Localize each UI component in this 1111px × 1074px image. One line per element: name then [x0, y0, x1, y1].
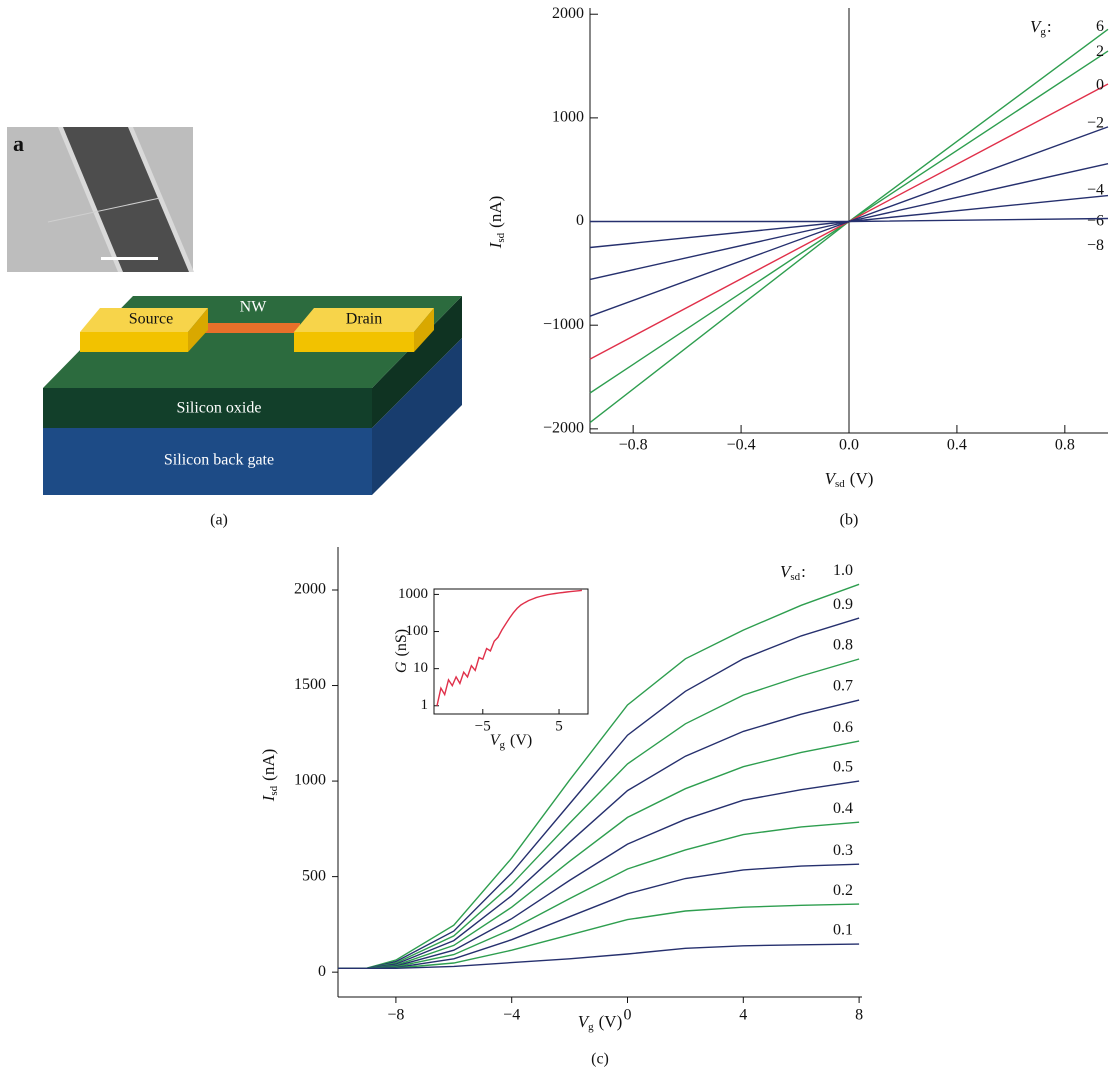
- y-axis-label: Isd(nA): [259, 749, 280, 803]
- series-label: 2: [1096, 43, 1104, 60]
- series-label: 0.2: [833, 882, 853, 899]
- y-tick-label: 500: [302, 867, 326, 884]
- series-label: 0.4: [833, 800, 853, 817]
- series-label: 1.0: [833, 562, 853, 579]
- x-tick-label: 5: [555, 718, 563, 734]
- x-tick-label: 0.0: [839, 437, 859, 454]
- label-unit: (V): [510, 732, 532, 749]
- y-tick-label: 1000: [552, 109, 584, 126]
- gate-label: Silicon back gate: [164, 452, 274, 469]
- caption: (a): [210, 512, 228, 529]
- x-tick-label: 8: [855, 1007, 863, 1024]
- oxide-label: Silicon oxide: [177, 400, 262, 417]
- plot-frame: [434, 589, 588, 714]
- y-tick-label: −2000: [543, 420, 584, 437]
- y-tick-label: −1000: [543, 316, 584, 333]
- x-tick-label: −8: [387, 1007, 404, 1024]
- x-axis-label: Vsd(V): [825, 469, 874, 490]
- series-label: 0.3: [833, 842, 853, 859]
- series-label: −6: [1087, 212, 1104, 229]
- drain-front: [294, 332, 414, 352]
- y-tick-label: 1000: [398, 586, 428, 602]
- nw-label: NW: [240, 299, 268, 316]
- sem-photo: a: [7, 127, 194, 272]
- scale-bar: [101, 257, 158, 260]
- x-tick-label: −0.4: [727, 437, 756, 454]
- series-line: [338, 659, 859, 968]
- series-line: [338, 584, 859, 968]
- y-tick-label: 1: [421, 697, 429, 713]
- source-label: Source: [129, 311, 173, 328]
- x-axis-label: Vg(V): [578, 1012, 623, 1033]
- y-tick-label: 1000: [294, 772, 326, 789]
- label-subscript: g: [500, 739, 506, 751]
- photo-label: a: [13, 131, 24, 156]
- x-tick-label: 0: [624, 1007, 632, 1024]
- series-label: 0.1: [833, 922, 853, 939]
- series-line: [338, 741, 859, 968]
- y-tick-label: 0: [576, 212, 584, 229]
- device-schematic: Source Drain NW Silicon oxide Silicon ba…: [43, 296, 462, 495]
- x-tick-label: 0.8: [1055, 437, 1075, 454]
- label-unit: (V): [599, 1012, 623, 1031]
- legend-title: Vg:: [1030, 17, 1052, 38]
- label-unit: (nA): [259, 749, 278, 781]
- y-axis-label: Isd(nA): [486, 196, 507, 250]
- y-tick-label: 2000: [552, 5, 584, 22]
- series-label: 0.7: [833, 678, 853, 695]
- label-subscript: sd: [495, 232, 507, 242]
- x-tick-label: −5: [475, 718, 491, 734]
- x-tick-label: −4: [503, 1007, 520, 1024]
- label-suffix: :: [801, 562, 806, 581]
- y-tick-label: 1500: [294, 676, 326, 693]
- label-subscript: sd: [835, 478, 845, 490]
- x-tick-label: 0.4: [947, 437, 967, 454]
- x-tick-label: 4: [739, 1007, 747, 1024]
- x-axis-label: Vg(V): [490, 732, 533, 751]
- label-subscript: g: [588, 1021, 594, 1033]
- series-label: 0.8: [833, 637, 853, 654]
- legend-title: Vsd:: [780, 562, 806, 583]
- series-label: −8: [1087, 237, 1104, 254]
- x-tick-label: −0.8: [619, 437, 648, 454]
- y-tick-label: 2000: [294, 581, 326, 598]
- label-symbol: G: [393, 661, 410, 673]
- y-tick-label: 0: [318, 963, 326, 980]
- series-label: 0.9: [833, 596, 853, 613]
- source-front: [80, 332, 188, 352]
- series-line: [338, 864, 859, 968]
- label-unit: (nS): [393, 629, 410, 657]
- series-label: 6: [1096, 18, 1104, 35]
- nanowire-bar: [205, 323, 300, 333]
- label-subscript: sd: [268, 785, 280, 795]
- caption: (b): [840, 512, 859, 529]
- label-unit: (nA): [486, 196, 505, 228]
- series-line: [338, 781, 859, 968]
- series-line: [338, 700, 859, 968]
- label-suffix: :: [1047, 17, 1052, 36]
- figure: a Source Drain NW Silicon oxide Silicon …: [0, 0, 1111, 1074]
- series-label: 0.5: [833, 759, 853, 776]
- series-label: 0.6: [833, 719, 853, 736]
- y-tick-label: 10: [413, 660, 428, 676]
- series-label: 0: [1096, 77, 1104, 94]
- drain-label: Drain: [346, 311, 382, 328]
- label-subscript: g: [1040, 26, 1046, 38]
- y-axis-label: G (nS): [393, 629, 410, 673]
- label-subscript: sd: [790, 571, 800, 583]
- label-unit: (V): [850, 469, 874, 488]
- series-label: −2: [1087, 115, 1104, 132]
- caption: (c): [591, 1051, 609, 1068]
- series-line: [338, 822, 859, 968]
